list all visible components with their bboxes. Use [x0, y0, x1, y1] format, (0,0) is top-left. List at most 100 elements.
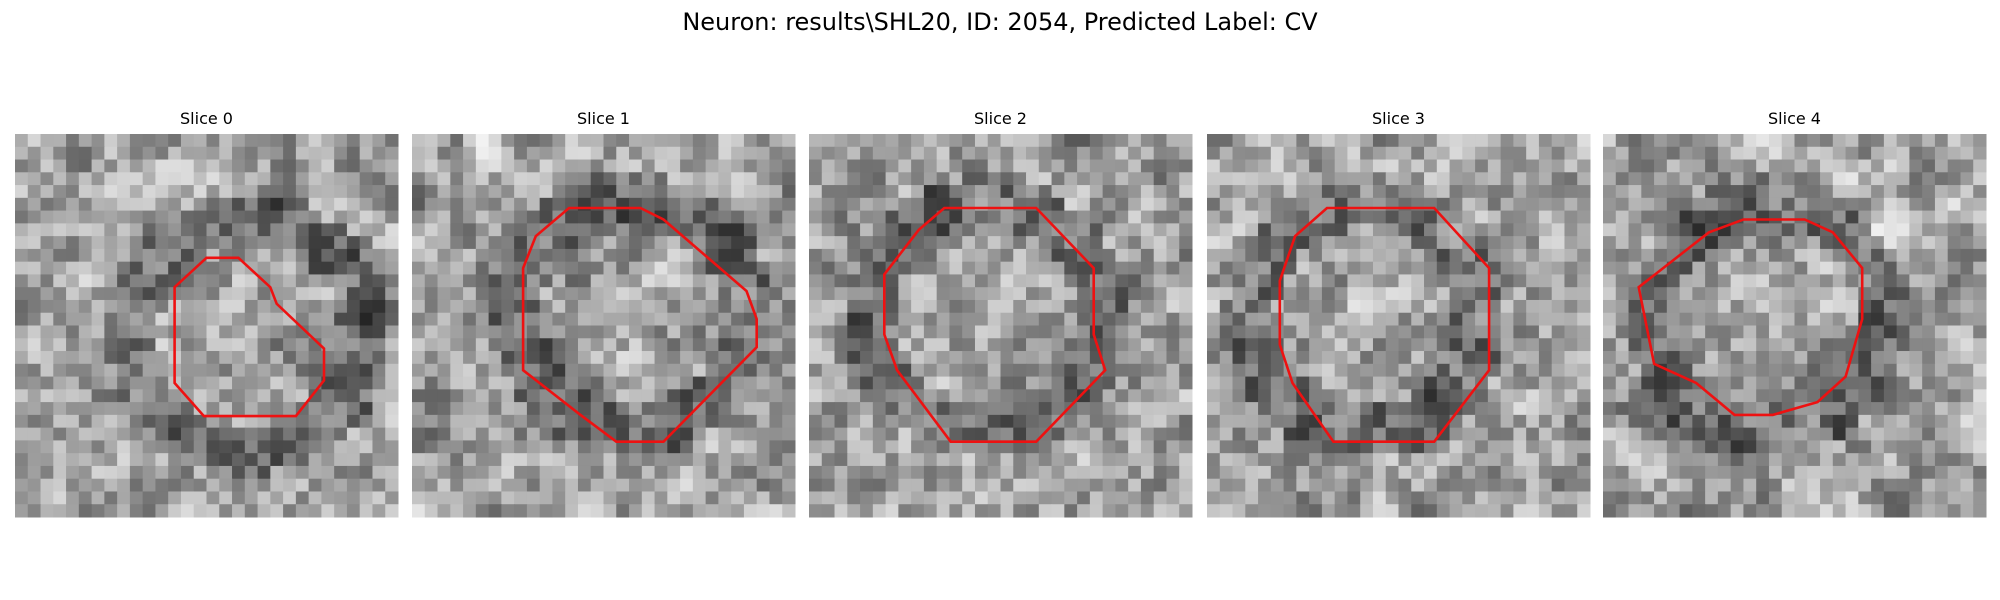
- pixel: [1140, 478, 1155, 492]
- pixel: [898, 414, 912, 429]
- pixel: [809, 159, 823, 173]
- pixel: [809, 248, 823, 263]
- pixel: [1232, 465, 1246, 480]
- pixel: [885, 287, 899, 301]
- pixel: [1858, 248, 1872, 263]
- pixel: [206, 427, 220, 441]
- pixel: [1768, 491, 1783, 505]
- pixel: [1896, 325, 1910, 339]
- pixel: [847, 414, 861, 429]
- pixel: [104, 236, 118, 250]
- pixel: [283, 402, 297, 416]
- pixel: [1449, 440, 1463, 454]
- pixel: [1309, 287, 1323, 301]
- contour: [1278, 206, 1491, 444]
- pixel: [40, 325, 54, 339]
- pixel: [1756, 248, 1770, 263]
- pixel: [1705, 325, 1719, 339]
- pixel: [936, 465, 950, 480]
- pixel: [1909, 351, 1923, 365]
- pixel: [667, 299, 681, 314]
- pixel: [590, 159, 604, 173]
- pixel: [1768, 210, 1783, 224]
- pixel: [1270, 197, 1285, 212]
- pixel: [705, 389, 719, 403]
- pixel: [1102, 274, 1116, 288]
- pixel: [1641, 248, 1655, 263]
- pixel: [53, 427, 67, 441]
- pixel: [654, 146, 668, 161]
- pixel: [129, 478, 144, 492]
- pixel: [346, 414, 361, 429]
- pixel: [1140, 261, 1155, 275]
- pixel: [308, 146, 322, 161]
- pixel: [1743, 134, 1757, 148]
- pixel: [1026, 351, 1040, 365]
- pixel: [412, 159, 426, 173]
- pixel: [1347, 312, 1361, 326]
- pixel: [1705, 363, 1719, 378]
- pixel: [412, 389, 426, 403]
- pixel: [78, 363, 93, 378]
- pixel: [847, 236, 861, 250]
- pixel: [962, 210, 976, 224]
- pixel: [244, 325, 259, 339]
- pixel: [1794, 134, 1808, 148]
- pixel: [450, 478, 464, 492]
- pixel: [1270, 172, 1285, 186]
- pixel: [1487, 172, 1502, 186]
- pixel: [743, 159, 758, 173]
- pixel: [1102, 363, 1116, 378]
- pixel: [539, 274, 553, 288]
- pixel: [1820, 185, 1834, 199]
- pixel: [295, 427, 310, 441]
- pixel: [680, 351, 694, 365]
- pixel: [15, 248, 29, 263]
- pixel: [743, 325, 758, 339]
- pixel: [1909, 210, 1923, 224]
- pixel: [539, 197, 553, 212]
- pixel: [526, 146, 541, 161]
- pixel: [1526, 146, 1540, 161]
- pixel: [1628, 363, 1642, 378]
- pixel: [78, 299, 93, 314]
- pixel: [1692, 261, 1706, 275]
- pixel: [1372, 465, 1387, 480]
- pixel: [526, 389, 541, 403]
- pixel: [219, 325, 233, 339]
- pixel: [1603, 248, 1617, 263]
- pixel: [1038, 414, 1053, 429]
- pixel: [232, 402, 246, 416]
- pixel: [590, 312, 604, 326]
- pixel: [526, 427, 541, 441]
- pixel: [1947, 427, 1961, 441]
- pixel: [731, 236, 745, 250]
- pixel: [1372, 338, 1387, 352]
- pixel: [1166, 465, 1180, 480]
- pixel: [731, 453, 745, 467]
- pixel: [1026, 134, 1040, 148]
- pixel: [1628, 440, 1642, 454]
- pixel: [629, 491, 643, 505]
- pixel: [1922, 159, 1936, 173]
- pixel: [667, 453, 681, 467]
- pixel: [1717, 414, 1732, 429]
- pixel: [372, 363, 386, 378]
- pixel: [180, 312, 195, 326]
- pixel: [1577, 338, 1591, 352]
- pixel: [1781, 376, 1795, 390]
- pixel: [372, 261, 386, 275]
- pixel: [1013, 185, 1027, 199]
- pixel: [53, 453, 67, 467]
- pixel: [193, 414, 207, 429]
- pixel: [168, 402, 182, 416]
- pixel: [1526, 210, 1540, 224]
- pixel: [705, 299, 719, 314]
- pixel: [898, 287, 912, 301]
- pixel: [27, 478, 42, 492]
- pixel: [206, 172, 220, 186]
- pixel: [1051, 172, 1065, 186]
- pixel: [232, 325, 246, 339]
- pixel: [769, 465, 783, 480]
- pixel: [809, 351, 823, 365]
